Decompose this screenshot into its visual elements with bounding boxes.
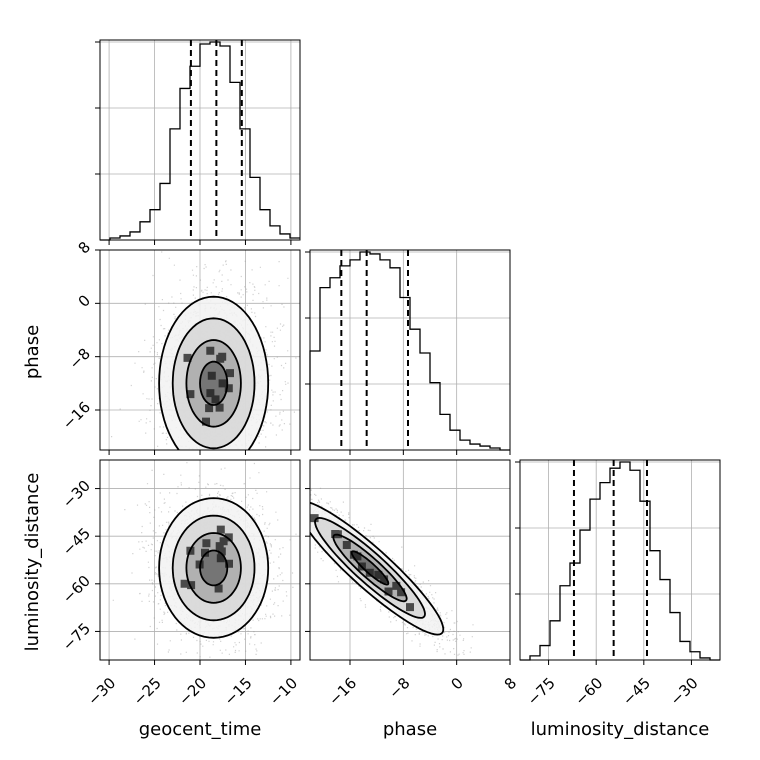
x-tick-label: 0 bbox=[447, 674, 466, 693]
contour-line bbox=[199, 360, 229, 406]
xlabel-luminosity-distance: luminosity_distance bbox=[531, 719, 710, 740]
panel-1-2 bbox=[309, 459, 511, 661]
x-tick-label: −30 bbox=[84, 674, 119, 709]
x-tick-label: −60 bbox=[571, 674, 606, 709]
x-tick-label: −30 bbox=[667, 674, 702, 709]
histogram-phase bbox=[309, 251, 510, 451]
panel-0-2 bbox=[99, 459, 301, 661]
panel-0-1 bbox=[99, 249, 301, 451]
y-tick-label: −75 bbox=[59, 619, 94, 654]
density-peak bbox=[180, 525, 233, 593]
x-tick-label: −45 bbox=[619, 674, 654, 709]
contour-line bbox=[332, 533, 408, 603]
y-tick-label: 8 bbox=[75, 238, 94, 257]
contour-line bbox=[310, 501, 445, 636]
xlabel-geocent-time: geocent_time bbox=[139, 719, 262, 740]
panel-2-2 bbox=[515, 459, 721, 661]
contour-line bbox=[350, 550, 390, 586]
y-tick-label: −30 bbox=[59, 477, 94, 512]
y-tick-label: 0 bbox=[75, 291, 94, 310]
panel-background bbox=[310, 250, 510, 450]
x-tick-label: 8 bbox=[501, 674, 520, 693]
y-tick-label: −45 bbox=[59, 524, 94, 559]
x-tick-label: −15 bbox=[221, 674, 256, 709]
panel-1-1 bbox=[305, 249, 511, 451]
density-area bbox=[112, 462, 300, 658]
histogram-luminosity_distance bbox=[520, 461, 720, 661]
histogram-geocent_time bbox=[100, 41, 300, 241]
panel-frame bbox=[309, 249, 511, 451]
contour-line bbox=[158, 295, 270, 450]
x-tick-label: −20 bbox=[175, 674, 210, 709]
y-tick-label: −60 bbox=[59, 572, 94, 607]
density-peak bbox=[183, 346, 234, 426]
panel-frame bbox=[309, 459, 511, 661]
contour-line bbox=[314, 516, 426, 619]
ylabel-luminosity-distance: luminosity_distance bbox=[22, 473, 43, 652]
contour-line bbox=[185, 339, 242, 428]
x-tick-label: −16 bbox=[325, 674, 360, 709]
x-tick-label: −10 bbox=[266, 674, 301, 709]
density-area bbox=[310, 487, 474, 660]
y-tick-label: −8 bbox=[66, 345, 94, 373]
xlabel-phase: phase bbox=[383, 719, 437, 740]
x-tick-label: −25 bbox=[130, 674, 165, 709]
panel-0-0 bbox=[95, 39, 301, 241]
contour-line bbox=[185, 532, 242, 604]
y-tick-label: −16 bbox=[59, 398, 94, 433]
x-tick-label: −8 bbox=[385, 674, 413, 702]
contour-line bbox=[158, 497, 270, 639]
contour-line bbox=[171, 317, 256, 450]
contour-line bbox=[199, 549, 229, 587]
panel-frame bbox=[519, 459, 721, 661]
x-tick-label: −75 bbox=[524, 674, 559, 709]
contour-line bbox=[171, 514, 256, 622]
ylabel-phase: phase bbox=[22, 325, 43, 379]
density-area bbox=[111, 251, 297, 450]
density-peak bbox=[310, 514, 414, 612]
panel-background bbox=[520, 460, 720, 660]
